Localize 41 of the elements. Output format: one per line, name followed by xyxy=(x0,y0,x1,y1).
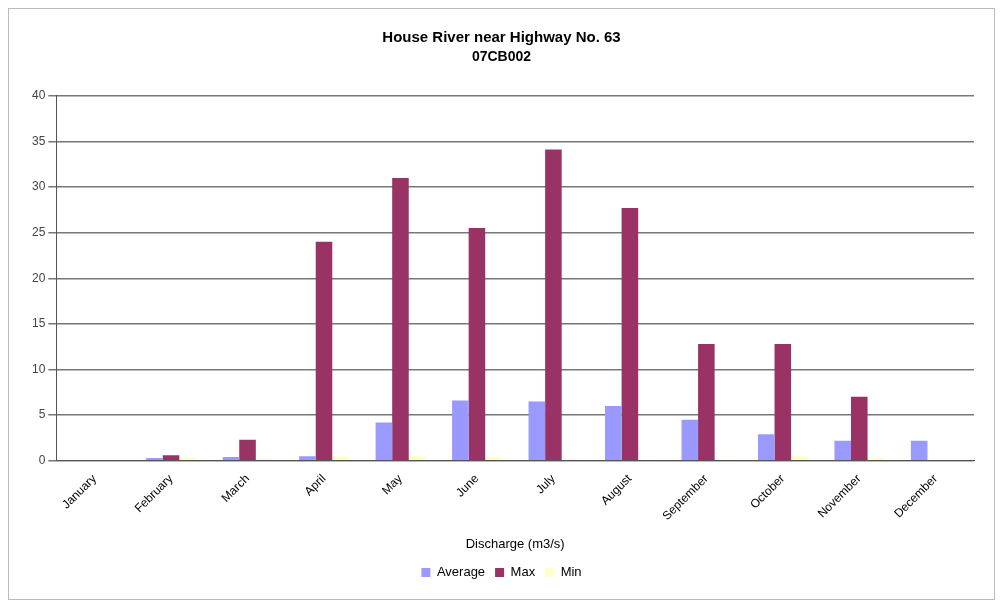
bar xyxy=(681,419,699,460)
y-tick-label: 10 xyxy=(31,361,46,376)
bar xyxy=(162,455,180,460)
bar xyxy=(468,228,486,460)
y-tick-label: 25 xyxy=(31,224,46,239)
bar xyxy=(222,457,240,460)
x-axis-title: Discharge (m3/s) xyxy=(465,535,565,551)
y-tick-label: 20 xyxy=(31,270,46,285)
legend-label: Max xyxy=(510,564,536,580)
bar xyxy=(239,439,256,460)
x-tick-label: May xyxy=(379,471,405,498)
bar xyxy=(452,400,469,460)
bar xyxy=(774,343,792,460)
bar xyxy=(392,177,409,460)
bar xyxy=(605,405,622,460)
bar xyxy=(698,343,715,460)
bar xyxy=(834,440,852,460)
bar xyxy=(408,456,426,460)
bar xyxy=(851,396,868,460)
bar xyxy=(375,422,393,460)
bar xyxy=(621,208,639,460)
bar xyxy=(299,456,316,460)
legend-label: Min xyxy=(560,564,582,580)
bar xyxy=(791,456,808,460)
bar xyxy=(910,440,928,460)
bar xyxy=(485,457,502,460)
bar xyxy=(332,456,349,460)
chart-subtitle: 07CB002 xyxy=(471,48,532,65)
bar xyxy=(545,149,562,460)
y-tick-label: 5 xyxy=(38,407,46,422)
chart-title: House River near Highway No. 63 xyxy=(382,28,621,46)
y-tick-label: 35 xyxy=(31,133,46,148)
y-tick-label: 0 xyxy=(38,453,46,468)
x-tick-label: July xyxy=(532,471,558,497)
legend-label: Average xyxy=(436,564,486,580)
y-tick-label: 40 xyxy=(31,88,46,103)
y-tick-label: 15 xyxy=(31,316,46,331)
y-tick-label: 30 xyxy=(31,179,46,194)
bar xyxy=(757,434,775,460)
bar xyxy=(315,241,333,460)
bar xyxy=(528,401,546,460)
